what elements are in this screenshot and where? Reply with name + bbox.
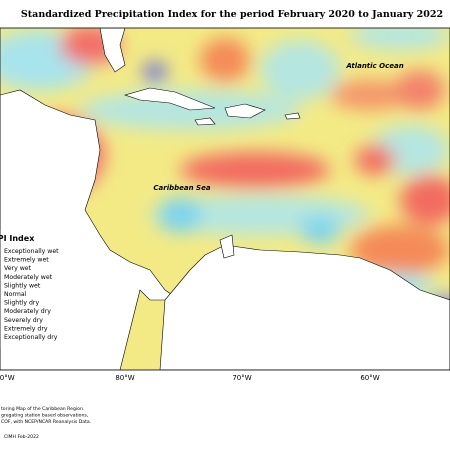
- longitude-labels: 90°W 80°W 70°W 60°W: [0, 374, 380, 382]
- legend-item: Severely dry: [4, 317, 43, 324]
- legend-item: Normal: [4, 291, 27, 298]
- legend-item: Very wet: [4, 265, 32, 272]
- legend-item: Moderately wet: [4, 274, 53, 281]
- longitude-label: 70°W: [232, 374, 251, 382]
- credit: CIMH Feb-2022: [4, 434, 39, 440]
- longitude-label: 80°W: [115, 374, 134, 382]
- spi-field: [0, 28, 450, 370]
- legend-item: Extremely wet: [4, 257, 49, 264]
- footnote-line: gregating station based observations,: [1, 413, 89, 419]
- sea-label: Caribbean Sea: [153, 184, 210, 192]
- legend-item: Exceptionally wet: [4, 248, 59, 255]
- map-title: Standardized Precipitation Index for the…: [21, 9, 443, 20]
- longitude-label: 90°W: [0, 374, 15, 382]
- legend-item: Exceptionally dry: [4, 334, 58, 341]
- legend-item: Moderately dry: [4, 308, 51, 315]
- longitude-label: 60°W: [360, 374, 379, 382]
- legend-item: Slightly dry: [4, 300, 39, 307]
- footnote: toring Map of the Caribbean Region.grega…: [1, 406, 91, 425]
- ocean-label: Atlantic Ocean: [345, 62, 403, 70]
- legend-item: Extremely dry: [4, 325, 48, 332]
- legend-item: Slightly wet: [4, 282, 41, 289]
- legend-title: SPI Index: [0, 234, 35, 243]
- footnote-line: COF, with NCEP/NCAR Reanalysis Data.: [1, 419, 91, 425]
- legend-box: [0, 230, 82, 348]
- footnote-line: toring Map of the Caribbean Region.: [1, 406, 84, 412]
